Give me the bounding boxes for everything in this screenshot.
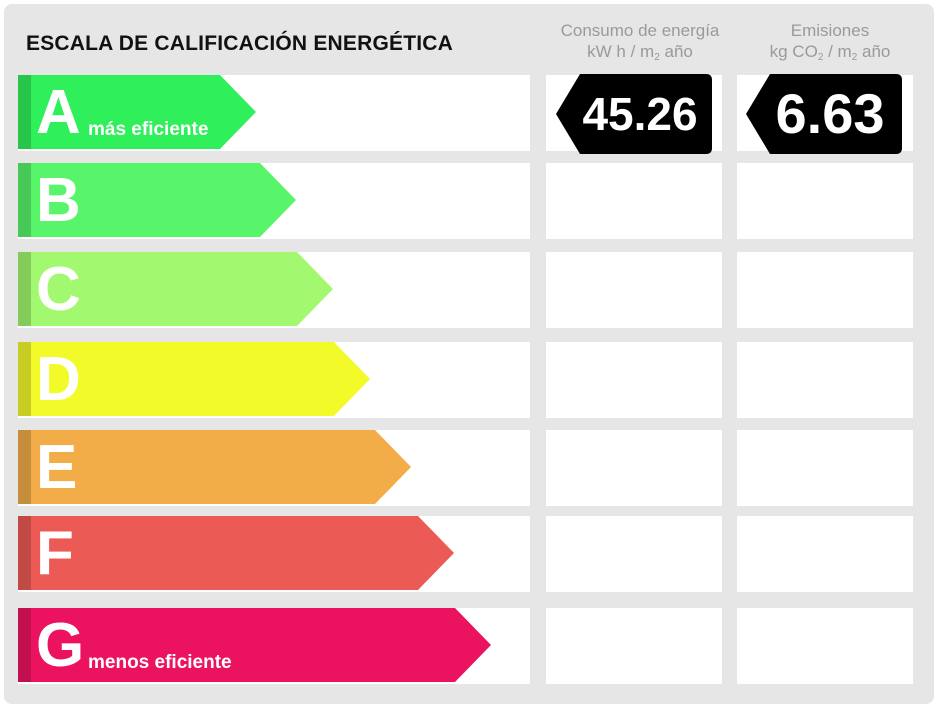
rating-bar-e: E [18, 430, 411, 504]
rating-arrow-edge-a [18, 75, 31, 149]
rating-arrow-d [18, 342, 370, 416]
rating-letter-g: G [36, 611, 85, 680]
rating-arrow-e [18, 430, 411, 504]
emisiones-cell-e [737, 430, 913, 506]
emisiones-header-line1: Emisiones [790, 21, 870, 40]
rating-arrow-f [18, 516, 454, 590]
rating-letter-c: C [36, 255, 81, 324]
rating-arrow-a [18, 75, 256, 149]
rating-arrow-edge-b [18, 163, 31, 237]
consumo-cell-b [546, 163, 722, 239]
rating-arrow-g [18, 608, 491, 682]
rating-arrow-edge-e [18, 430, 31, 504]
consumo-cell-g [546, 608, 722, 684]
rating-bar-c: C [18, 252, 333, 326]
consumo-cell-f [546, 516, 722, 592]
consumo-badge: 45.26 [556, 74, 712, 154]
emisiones-cell-b [737, 163, 913, 239]
rating-bar-f: F [18, 516, 454, 590]
rating-label-g: menos eficiente [88, 652, 232, 673]
page-title: ESCALA DE CALIFICACIÓN ENERGÉTICA [26, 32, 453, 55]
emisiones-badge-value: 6.63 [775, 82, 885, 145]
column-header-consumo: Consumo de energía kW h / m2 año [552, 20, 728, 63]
consumo-cell-e [546, 430, 722, 506]
rating-letter-a: A [36, 78, 81, 147]
rating-letter-d: D [36, 345, 81, 414]
rating-letter-e: E [36, 433, 78, 502]
rating-label-a: más eficiente [88, 119, 209, 140]
emisiones-header-line2: kg CO2 / m2 año [769, 42, 891, 63]
emisiones-cell-g [737, 608, 913, 684]
consumo-header-line2: kW h / m2 año [587, 42, 693, 63]
consumo-cell-c [546, 252, 722, 328]
rating-bar-b: B [18, 163, 296, 237]
rating-arrow-b [18, 163, 296, 237]
rating-arrow-edge-c [18, 252, 31, 326]
emisiones-cell-d [737, 342, 913, 418]
rating-arrow-c [18, 252, 333, 326]
consumo-badge-value: 45.26 [582, 88, 698, 140]
emisiones-cell-c [737, 252, 913, 328]
emisiones-badge-shape [746, 74, 902, 154]
emisiones-cell-f [737, 516, 913, 592]
rating-arrow-edge-f [18, 516, 31, 590]
emisiones-badge: 6.63 [746, 74, 902, 154]
rating-letter-f: F [36, 519, 74, 588]
consumo-header-line1: Consumo de energía [560, 21, 720, 40]
rating-bar-d: D [18, 342, 370, 416]
rating-letter-b: B [36, 166, 81, 235]
column-header-emisiones: Emisiones kg CO2 / m2 año [742, 20, 918, 63]
rating-arrow-edge-d [18, 342, 31, 416]
consumo-cell-d [546, 342, 722, 418]
consumo-badge-shape [556, 74, 712, 154]
rating-arrow-edge-g [18, 608, 31, 682]
